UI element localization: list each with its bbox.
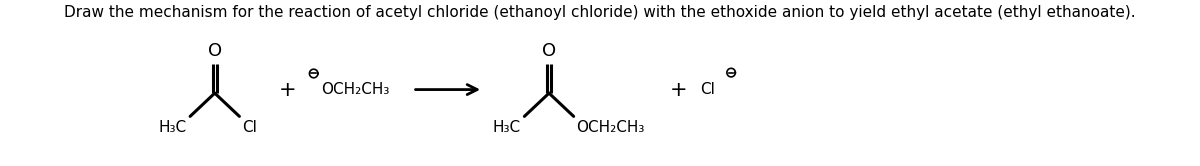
Text: Cl: Cl	[701, 82, 715, 97]
Text: +: +	[278, 80, 296, 100]
Text: OCH₂CH₃: OCH₂CH₃	[322, 82, 390, 97]
Text: OCH₂CH₃: OCH₂CH₃	[576, 120, 644, 135]
Text: O: O	[542, 42, 556, 60]
Text: O: O	[208, 42, 222, 60]
Text: Draw the mechanism for the reaction of acetyl chloride (ethanoyl chloride) with : Draw the mechanism for the reaction of a…	[64, 5, 1136, 20]
Text: H₃C: H₃C	[158, 120, 187, 135]
Text: +: +	[670, 80, 688, 100]
Text: H₃C: H₃C	[493, 120, 521, 135]
Text: Cl: Cl	[242, 120, 257, 135]
